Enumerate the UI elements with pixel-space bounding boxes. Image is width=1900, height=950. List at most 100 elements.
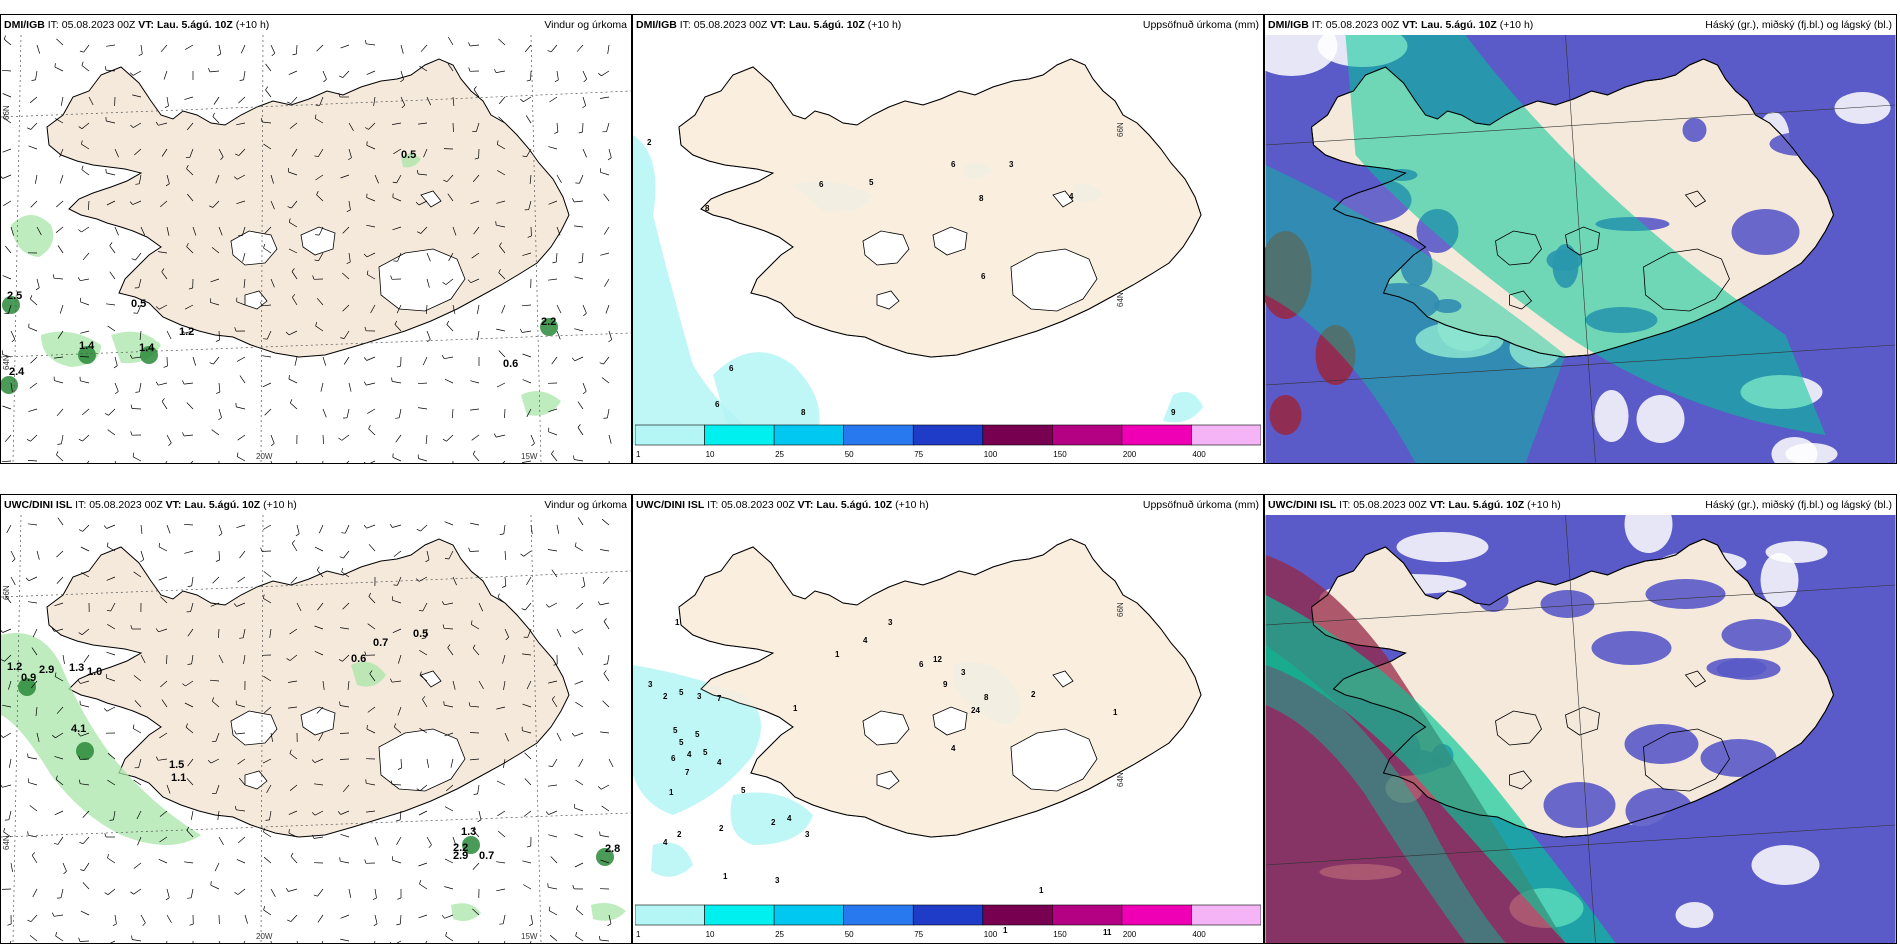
precip-accum-value: 4 — [717, 758, 722, 767]
precip-area — [351, 661, 386, 687]
vt-label: VT: — [1402, 19, 1419, 31]
it-label: IT: — [75, 499, 87, 511]
precip-accum-value: 3 — [888, 618, 893, 627]
iceland-landmass — [46, 58, 570, 358]
legend-tick-label: 50 — [845, 450, 854, 459]
precip-value: 4.1 — [71, 723, 86, 735]
precip-accum-value: 9 — [1171, 408, 1176, 417]
legend-tick-label: 100 — [984, 450, 998, 459]
vt-label: VT: — [770, 19, 787, 31]
panel-dmi-clouds: DMI/IGB IT: 05.08.2023 00Z VT: Lau. 5.ág… — [1264, 14, 1897, 464]
lat-label-66n: 66N — [1116, 602, 1125, 617]
model-name: UWC/DINI ISL — [4, 499, 73, 511]
precip-accum-value: 4 — [787, 814, 792, 823]
precip-accum-value: 1 — [675, 618, 680, 627]
wind-barbs — [1, 35, 613, 463]
glacier — [420, 670, 442, 688]
precip-accum-value: 8 — [705, 204, 710, 213]
panel-uwc-clouds: UWC/DINI ISL IT: 05.08.2023 00Z VT: Lau.… — [1264, 494, 1897, 944]
precip-area — [1163, 391, 1203, 423]
precip-accum-value: 3 — [697, 692, 702, 701]
precip-value: 2.4 — [9, 366, 25, 378]
precip-accum-value: 5 — [673, 726, 678, 735]
lat-lon-grid — [1265, 35, 1896, 463]
precip-accum-value: 3 — [805, 830, 810, 839]
precip-legend: 1 10 25 50 75 100 150 200 400 — [634, 421, 1262, 461]
precip-accum-value: 3 — [648, 680, 653, 689]
lat-label-66n: 66N — [1116, 122, 1125, 137]
glacier-overlay — [862, 710, 910, 746]
precip-accum-value: 8 — [984, 693, 989, 702]
legend-tick-label: 10 — [706, 930, 715, 939]
precip-value: 0.7 — [373, 637, 388, 649]
lat-lon-grid — [1, 515, 631, 943]
precip-area — [713, 352, 820, 445]
valid-time: Lau. 5.ágú. 10Z — [184, 499, 261, 511]
panel-header: DMI/IGB IT: 05.08.2023 00Z VT: Lau. 5.ág… — [1, 15, 631, 35]
heavy-precip-cells — [18, 678, 614, 866]
legend-tick-label: 25 — [775, 930, 784, 939]
panel-header: UWC/DINI ISL IT: 05.08.2023 00Z VT: Lau.… — [1265, 495, 1896, 515]
cloud-cover-map — [1265, 515, 1896, 943]
glacier-overlay — [1010, 728, 1098, 792]
legend-swatch — [912, 424, 984, 446]
legend-tick-label: 25 — [775, 450, 784, 459]
high-cloud — [1265, 231, 1356, 435]
precip-value: 1.4 — [139, 342, 155, 354]
legend-tick-label: 400 — [1192, 930, 1206, 939]
precip-value: 2.5 — [7, 290, 22, 302]
iceland-landmass-overlay — [678, 538, 1202, 838]
cloud-cover-map — [1265, 35, 1896, 463]
precip-accum-value: 1 — [1113, 708, 1118, 717]
glacier-overlay — [1010, 248, 1098, 312]
iceland-coastline — [1310, 538, 1835, 838]
legend-swatch — [843, 904, 914, 926]
precip-accum-value: 6 — [951, 160, 956, 169]
precip-value: 1.3 — [461, 826, 476, 838]
glacier-outline — [1643, 248, 1730, 312]
lat-lon-grid — [1265, 515, 1896, 943]
legend-swatch — [773, 424, 845, 446]
precip-accum-value: 5 — [679, 688, 684, 697]
legend-tick-label: 1 — [636, 930, 641, 939]
legend-swatch — [1121, 424, 1192, 446]
valid-time: Lau. 5.ágú. 10Z — [1448, 499, 1525, 511]
lat-lon-grid — [1, 35, 631, 463]
precip-accum-value: 1 — [793, 704, 798, 713]
model-name: DMI/IGB — [1268, 19, 1309, 31]
precip-accum-value: 4 — [951, 744, 956, 753]
forecast-offset: (+10 h) — [235, 19, 270, 31]
precip-cell — [540, 318, 558, 336]
glacier-outline — [1565, 706, 1600, 736]
panel-dmi-accum: DMI/IGB IT: 05.08.2023 00Z VT: Lau. 5.ág… — [632, 14, 1264, 464]
precip-value: 1.2 — [179, 326, 194, 338]
precip-cell — [18, 678, 36, 696]
init-time: 05.08.2023 00Z — [1325, 19, 1400, 31]
forecast-offset: (+10 h) — [263, 499, 297, 511]
precip-value: 1.2 — [7, 661, 22, 673]
precip-accum-value: 7 — [717, 694, 722, 703]
forecast-offset: (+10 h) — [867, 19, 902, 31]
legend-tick-label: 75 — [914, 930, 923, 939]
legend-tick-label: 1 — [636, 450, 641, 459]
wind-precip-map: 0.50.70.61.2 2.9 1.3 1.00.94.11.51.11.32.22… — [1, 515, 631, 943]
precip-value: 0.6 — [351, 653, 366, 665]
legend-swatch — [704, 904, 775, 926]
model-name: DMI/IGB — [636, 19, 677, 31]
precip-area — [591, 903, 626, 921]
legend-tick-label: 50 — [845, 930, 854, 939]
precip-accum-value: 5 — [695, 730, 700, 739]
legend-tick-label: 10 — [706, 450, 715, 459]
precip-accum-value: 8 — [801, 408, 806, 417]
precip-accum-value: 9 — [943, 680, 948, 689]
lat-label-66n: 66N — [2, 585, 11, 600]
precip-value: 0.6 — [503, 358, 518, 370]
precip-cell — [462, 836, 480, 854]
precip-value: 1.0 — [87, 666, 102, 678]
precip-accum-value: 24 — [971, 706, 980, 715]
glacier-overlay — [876, 770, 900, 790]
precip-accum-value: 8 — [979, 194, 984, 203]
precip-value: 2.9 — [39, 664, 54, 676]
legend-swatch — [1121, 904, 1192, 926]
